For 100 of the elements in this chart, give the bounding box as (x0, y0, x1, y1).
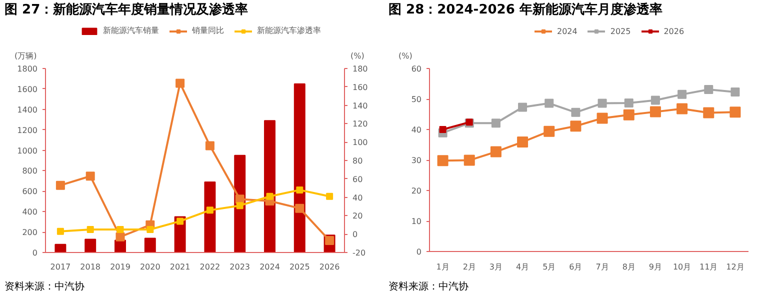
bar (264, 120, 276, 252)
y2-tick-label: 40 (352, 193, 363, 202)
bar (84, 238, 96, 252)
y2-tick-label: 160 (352, 82, 368, 92)
x-tick-label: 6月 (569, 262, 582, 272)
point (650, 106, 661, 118)
point (176, 78, 185, 88)
y-tick-label: 400 (22, 208, 38, 217)
y-tick-label: 200 (22, 228, 38, 238)
x-tick-label: 10月 (672, 262, 692, 272)
point (116, 232, 125, 242)
x-tick-label: 5月 (542, 262, 556, 272)
x-tick-label: 2017 (50, 262, 71, 272)
x-tick-label: 2022 (200, 262, 220, 272)
legend-label: 新能源汽车渗透率 (257, 25, 321, 36)
point (518, 102, 528, 112)
y2-tick-label: 120 (352, 120, 368, 129)
point (730, 87, 740, 96)
y-tick-label: 60 (411, 64, 422, 74)
point (624, 98, 634, 108)
y-tick-label: 1200 (17, 126, 38, 135)
point (464, 154, 475, 166)
x-tick-label: 2024 (260, 262, 280, 272)
point (544, 98, 554, 108)
bar (204, 181, 216, 252)
point (517, 136, 528, 148)
y2-tick-label: 60 (352, 174, 363, 184)
point (650, 96, 660, 105)
point (598, 98, 607, 108)
point (206, 206, 214, 214)
point (296, 186, 304, 194)
x-tick-label: 2019 (110, 262, 130, 272)
point (730, 106, 741, 118)
point (570, 120, 582, 132)
point (703, 107, 714, 118)
x-tick-label: 7月 (596, 262, 609, 272)
point (678, 90, 687, 99)
point (236, 202, 244, 210)
point (437, 155, 448, 166)
bar (54, 244, 66, 252)
y-tick-label: 600 (22, 187, 38, 196)
y-tick-label: 0 (32, 248, 38, 258)
point (56, 180, 65, 190)
x-tick-label: 1月 (436, 262, 450, 272)
legend-label: 2024 (557, 26, 578, 36)
text: 资料来源：中汽协 (4, 280, 84, 292)
y2-tick-label: 180 (352, 64, 368, 74)
y-tick-label: 0 (416, 248, 422, 256)
point (146, 226, 154, 233)
x-tick-label: 11月 (700, 262, 718, 272)
point (490, 146, 502, 158)
y-tick-label: 1400 (17, 105, 38, 114)
y-tick-label: 10 (411, 217, 422, 226)
y2-tick-label: 100 (352, 138, 368, 148)
x-tick-label: 2023 (230, 262, 250, 272)
y-tick-label: 1600 (17, 84, 38, 94)
y-tick-label: 1800 (17, 64, 38, 74)
point (623, 109, 634, 120)
point (326, 192, 334, 200)
point (266, 192, 274, 200)
y-tick-label: 30 (411, 156, 422, 165)
point (439, 126, 446, 133)
y2-tick-label: 20 (352, 212, 363, 221)
y-axis-title: (%) (398, 52, 412, 60)
x-tick-label: 12月 (726, 262, 744, 272)
x-tick-label: 2月 (462, 262, 476, 272)
point (176, 218, 184, 225)
y-tick-label: 40 (411, 126, 422, 134)
legend-label: 2025 (610, 26, 631, 36)
point (704, 85, 714, 94)
text: 资料来源：中汽协 (388, 280, 468, 292)
point (86, 172, 95, 181)
point (295, 204, 304, 213)
y2-tick-label: 140 (352, 101, 368, 110)
y2-tick-label: 80 (352, 156, 363, 166)
y-tick-label: 1000 (17, 146, 38, 156)
legend-label: 2026 (664, 26, 684, 36)
x-tick-label: 8月 (622, 262, 636, 272)
y-tick-label: 50 (411, 95, 422, 104)
point (491, 118, 500, 128)
x-tick-label: 2025 (289, 262, 310, 272)
x-tick-label: 2020 (140, 262, 160, 272)
point (86, 226, 94, 233)
y-tick-label: 800 (22, 166, 38, 176)
x-tick-label: 3月 (489, 262, 503, 272)
chart-title: 图 27：新能源汽车年度销量情况及渗透率 (4, 2, 248, 18)
x-tick-label: 2026 (319, 262, 340, 272)
point (116, 226, 124, 233)
x-tick-label: 2018 (80, 262, 101, 272)
x-tick-label: 2021 (170, 262, 190, 272)
point (56, 228, 64, 235)
y2-tick-label: 0 (352, 230, 358, 240)
legend-label: 销量同比 (192, 25, 224, 36)
x-tick-label: 9月 (648, 262, 662, 272)
point (596, 112, 608, 124)
y-axis-title: (万辆) (14, 52, 37, 60)
point (676, 103, 688, 114)
point (544, 126, 555, 137)
x-tick-label: 4月 (516, 262, 530, 272)
y2-axis-title: (%) (350, 52, 364, 60)
